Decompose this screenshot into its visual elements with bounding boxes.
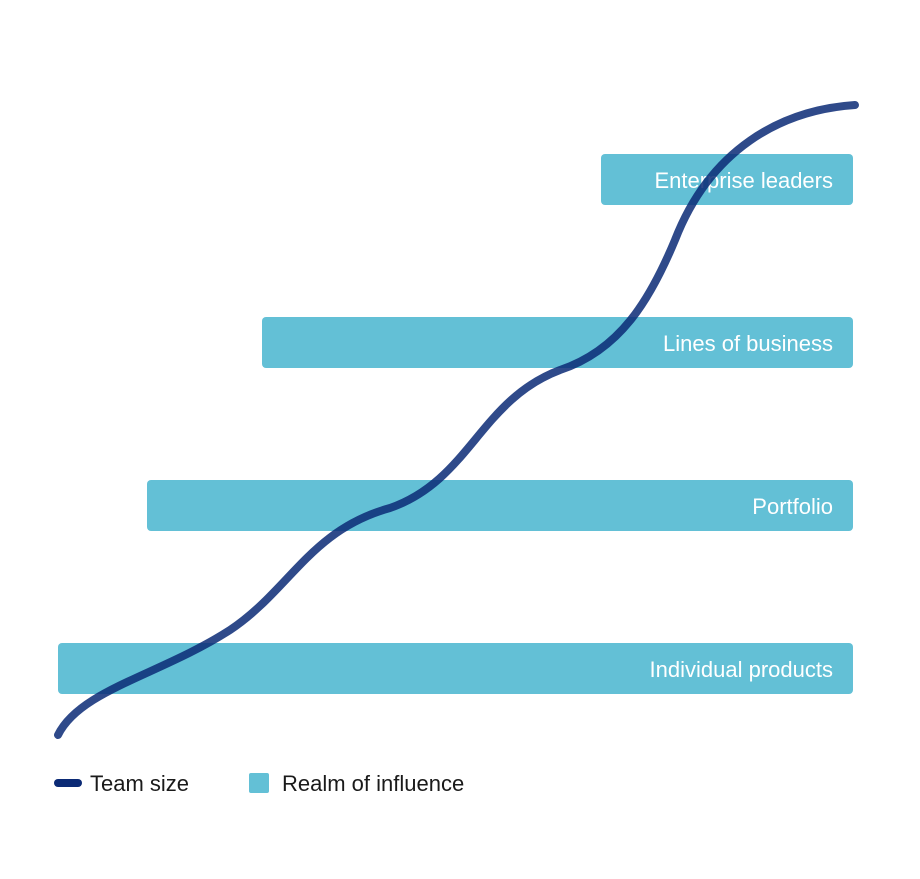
legend-realm-swatch — [249, 773, 269, 793]
band-enterprise-leaders — [601, 154, 853, 205]
band-individual-products — [58, 643, 853, 694]
team-size-curve — [54, 101, 859, 739]
band-label-enterprise-leaders: Enterprise leaders — [654, 168, 833, 193]
band-lines-of-business — [262, 317, 853, 368]
legend-team-size-label: Team size — [90, 771, 189, 796]
band-label-portfolio: Portfolio — [752, 494, 833, 519]
legend-realm-label: Realm of influence — [282, 771, 464, 796]
band-label-individual-products: Individual products — [650, 657, 833, 682]
band-portfolio — [147, 480, 853, 531]
band-label-lines-of-business: Lines of business — [663, 331, 833, 356]
